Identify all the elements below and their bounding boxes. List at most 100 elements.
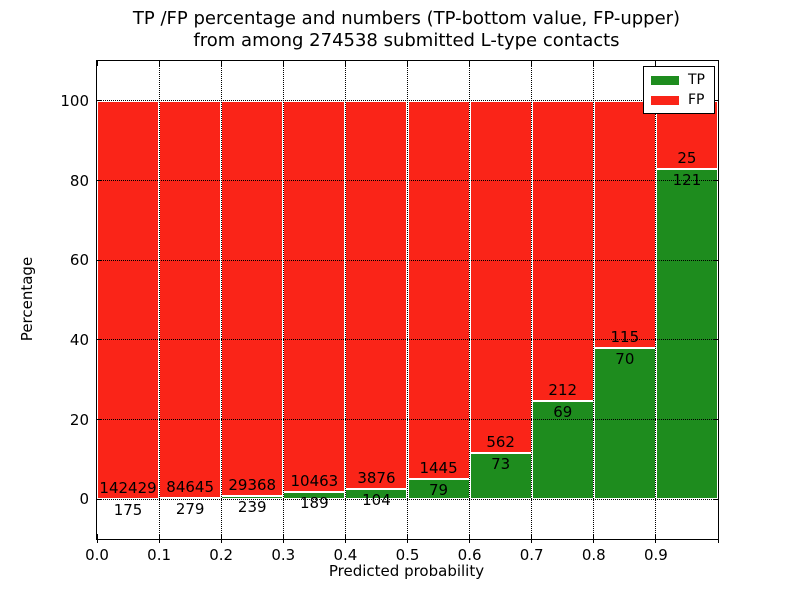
tp-swatch-icon	[651, 75, 679, 85]
vertical-gridline	[220, 61, 222, 539]
tp-count-label: 175	[113, 500, 143, 519]
legend-item-tp: TP	[651, 73, 705, 87]
x-tick-mark	[717, 534, 719, 543]
y-right-tick-mark	[713, 339, 718, 341]
fp-count-label: 212	[548, 381, 578, 400]
y-tick-mark	[97, 339, 102, 341]
tp-bar-segment	[345, 488, 408, 500]
y-tick-label: 60	[69, 251, 89, 270]
x-tick-mark	[655, 534, 657, 543]
x-tick-label: 0.9	[643, 546, 668, 564]
tp-count-label: 239	[237, 497, 267, 516]
tp-count-label: 70	[615, 350, 635, 369]
tp-bar-segment	[655, 169, 718, 500]
x-axis-label: Predicted probability	[328, 562, 485, 580]
vertical-gridline	[344, 61, 346, 539]
vertical-gridline	[158, 61, 160, 539]
x-top-tick-mark	[344, 61, 346, 66]
y-tick-mark	[97, 180, 102, 181]
horizontal-gridline	[97, 498, 718, 500]
tp-bar-segment	[283, 492, 346, 500]
x-top-tick-mark	[593, 61, 595, 66]
legend-item-fp: FP	[651, 93, 705, 107]
y-tick-mark	[97, 100, 102, 102]
x-tick-mark	[531, 534, 533, 543]
x-top-tick-mark	[469, 61, 471, 66]
legend-label-tp: TP	[688, 72, 705, 88]
x-tick-label: 0.3	[271, 546, 296, 564]
x-top-tick-mark	[220, 61, 222, 66]
x-top-tick-mark	[158, 61, 160, 66]
fp-bar-segment	[221, 100, 284, 496]
tp-count-label: 79	[429, 480, 449, 499]
chart-title-line2: from among 274538 submitted L-type conta…	[193, 30, 620, 51]
y-right-tick-mark	[713, 498, 718, 500]
horizontal-gridline	[97, 180, 718, 181]
fp-count-label: 562	[486, 433, 515, 452]
tp-count-label: 121	[672, 171, 702, 190]
x-tick-label: 0.8	[581, 546, 606, 564]
x-tick-mark	[158, 534, 160, 543]
horizontal-gridline	[97, 259, 718, 261]
fp-count-label: 142429	[99, 478, 157, 497]
y-tick-label: 40	[69, 330, 89, 349]
x-top-tick-mark	[407, 61, 408, 66]
x-tick-label: 0.5	[395, 546, 420, 564]
fp-bar-segment	[531, 100, 594, 402]
x-top-tick-mark	[96, 61, 98, 66]
plot-area: TP FP 142429 175 84645 279 29368 239 10463 189 3…	[60, 60, 719, 564]
tp-bar-segment	[221, 495, 284, 500]
y-tick-label: 80	[69, 171, 89, 190]
fp-swatch-icon	[651, 95, 679, 105]
tp-bar-segment	[531, 401, 594, 500]
y-axis-label: Percentage	[18, 256, 36, 342]
y-tick-mark	[97, 498, 102, 500]
legend: TP FP	[643, 66, 715, 114]
horizontal-gridline	[97, 419, 718, 420]
x-tick-mark	[220, 534, 222, 543]
fp-count-label: 115	[610, 328, 640, 347]
fp-bar-segment	[159, 100, 222, 498]
fp-count-label: 29368	[228, 475, 277, 494]
fp-count-label: 84645	[166, 477, 214, 496]
tp-count-label: 104	[362, 490, 391, 509]
x-tick-mark	[469, 534, 471, 543]
x-top-tick-mark	[717, 61, 719, 66]
x-top-tick-mark	[655, 61, 657, 66]
y-right-tick-mark	[713, 100, 718, 102]
tp-count-label: 73	[491, 455, 511, 474]
vertical-gridline	[593, 61, 595, 539]
y-tick-label: 20	[69, 410, 89, 429]
x-tick-label: 0.6	[457, 546, 482, 564]
horizontal-gridline	[97, 339, 718, 341]
y-tick-label: 100	[60, 91, 89, 110]
chart-title: TP /FP percentage and numbers (TP-bottom…	[96, 8, 717, 52]
fp-bar-segment	[593, 100, 656, 349]
tp-bar-segment	[593, 348, 656, 500]
x-top-tick-mark	[282, 61, 284, 66]
x-tick-label: 0.1	[147, 546, 172, 564]
x-tick-mark	[282, 534, 284, 543]
y-tick-mark	[97, 419, 102, 420]
x-tick-mark	[96, 534, 98, 543]
y-right-tick-mark	[713, 419, 718, 420]
fp-count-label: 10463	[290, 472, 339, 491]
x-tick-label: 0.7	[519, 546, 544, 564]
fp-bar-segment	[283, 100, 346, 493]
fp-count-label: 1445	[419, 458, 458, 477]
horizontal-gridline	[97, 100, 718, 102]
x-tick-label: 0.0	[85, 546, 109, 564]
vertical-gridline	[407, 61, 408, 539]
chart-title-line1: TP /FP percentage and numbers (TP-bottom…	[132, 8, 681, 29]
x-tick-label: 0.2	[209, 546, 234, 564]
x-tick-label: 0.4	[333, 546, 358, 564]
x-tick-mark	[344, 534, 346, 543]
x-tick-mark	[593, 534, 595, 543]
vertical-gridline	[531, 61, 533, 539]
fp-count-label: 25	[677, 149, 697, 168]
vertical-gridline	[655, 61, 657, 539]
fp-bar-segment	[469, 100, 532, 454]
tp-count-label: 69	[553, 403, 573, 422]
fp-count-label: 3876	[357, 468, 396, 487]
